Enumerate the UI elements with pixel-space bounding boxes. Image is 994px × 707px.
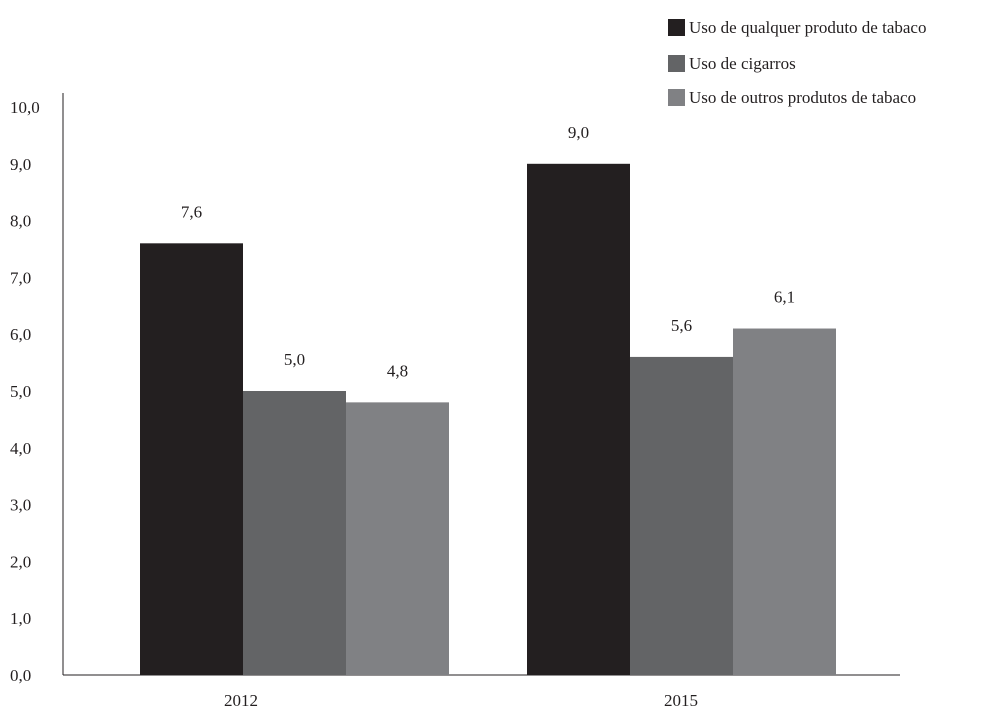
y-tick-label: 5,0 (10, 382, 31, 401)
y-tick-label: 8,0 (10, 212, 31, 231)
x-tick-label: 2012 (224, 691, 258, 707)
bar (140, 243, 243, 675)
data-labels: 7,6 5,0 4,8 9,0 5,6 6,1 (181, 123, 795, 381)
y-tick-label: 2,0 (10, 552, 31, 571)
legend-swatch (668, 55, 685, 72)
y-tick-label: 10,0 (10, 98, 40, 117)
legend-label: Uso de cigarros (689, 54, 796, 73)
legend-swatch (668, 19, 685, 36)
y-tick-label: 3,0 (10, 496, 31, 515)
bars (140, 163, 836, 676)
legend-label: Uso de qualquer produto de tabaco (689, 18, 926, 37)
data-label: 6,1 (774, 288, 795, 307)
bar (346, 402, 449, 675)
y-tick-label: 0,0 (10, 666, 31, 685)
data-label: 7,6 (181, 202, 202, 221)
y-tick-label: 6,0 (10, 325, 31, 344)
y-tick-label: 7,0 (10, 268, 31, 287)
x-axis: 2012 2015 (63, 674, 900, 707)
data-label: 4,8 (387, 361, 408, 380)
y-tick-label: 1,0 (10, 609, 31, 628)
y-tick-label: 9,0 (10, 155, 31, 174)
bar (630, 356, 733, 675)
data-label: 5,6 (671, 316, 692, 335)
legend-label: Uso de outros produtos de tabaco (689, 88, 916, 107)
legend: Uso de qualquer produto de tabaco Uso de … (668, 18, 926, 107)
legend-swatch (668, 89, 685, 106)
bar (527, 163, 630, 676)
bar (243, 391, 346, 675)
bar (733, 328, 836, 675)
data-label: 9,0 (568, 123, 589, 142)
y-tick-label: 4,0 (10, 439, 31, 458)
data-label: 5,0 (284, 350, 305, 369)
y-axis: 0,0 1,0 2,0 3,0 4,0 5,0 6,0 7,0 8,0 9,0 10,0 (10, 93, 64, 685)
x-tick-label: 2015 (664, 691, 698, 707)
